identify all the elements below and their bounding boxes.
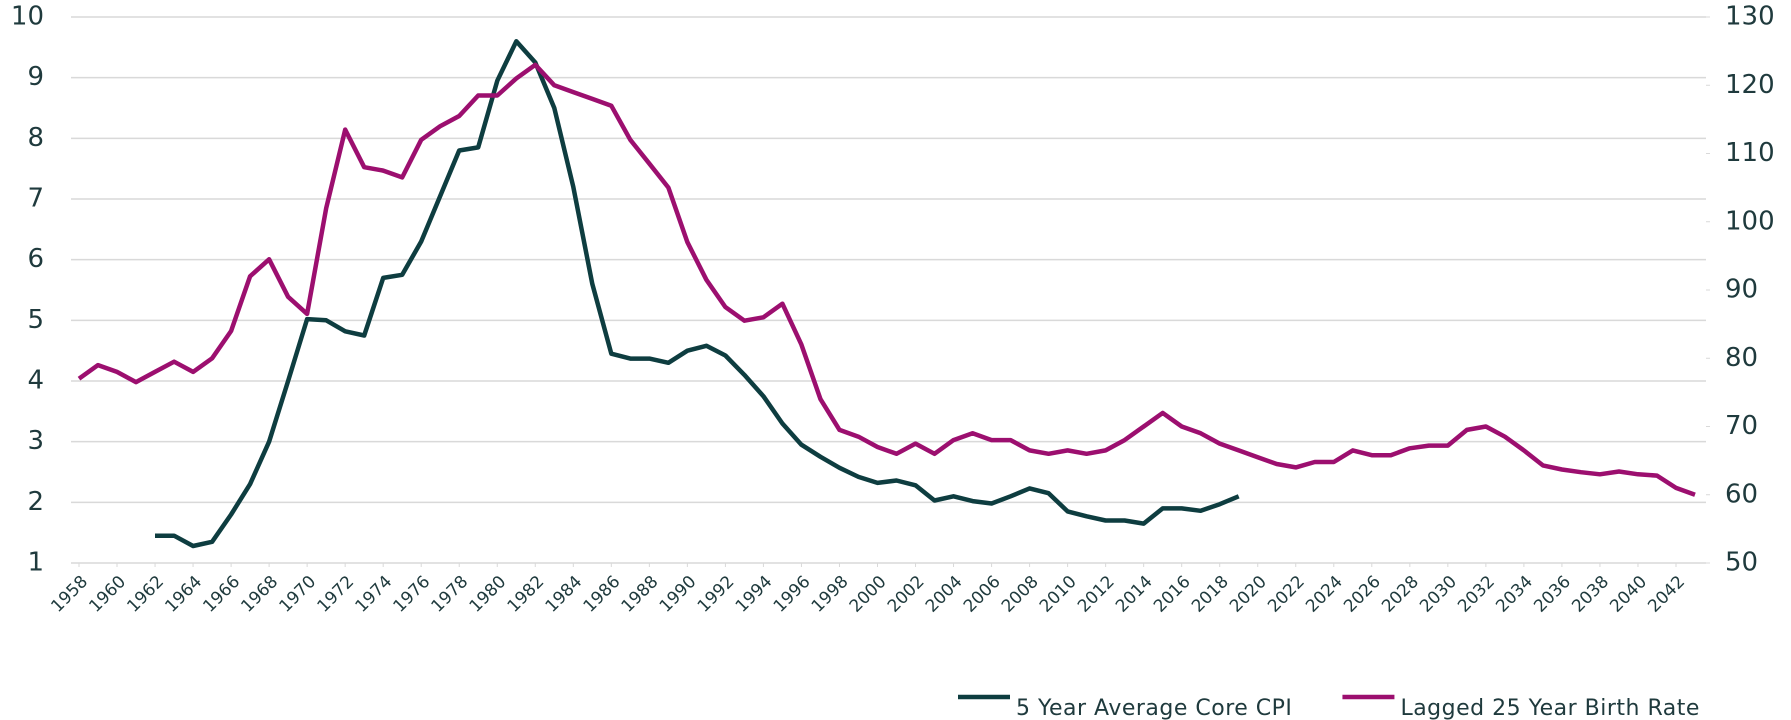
y2-tick-label: 80 — [1725, 343, 1758, 373]
x-tick-label: 2038 — [1568, 572, 1613, 617]
x-tick-label: 1984 — [542, 572, 587, 617]
x-tick-label: 2040 — [1606, 572, 1651, 617]
x-tick-label: 1980 — [466, 572, 511, 617]
x-tick-label: 2026 — [1340, 572, 1385, 617]
x-tick-label: 1974 — [352, 572, 397, 617]
x-tick-label: 1978 — [428, 572, 473, 617]
x-tick-label: 1958 — [47, 572, 92, 617]
legend-label: Lagged 25 Year Birth Rate — [1400, 696, 1699, 720]
y-tick-label: 9 — [27, 62, 44, 92]
y2-tick-label: 110 — [1725, 138, 1775, 168]
x-tick-label: 2042 — [1644, 572, 1689, 617]
x-tick-label: 1986 — [580, 572, 625, 617]
x-tick-label: 2010 — [1036, 572, 1081, 617]
x-tick-label: 1972 — [314, 572, 359, 617]
x-tick-label: 2012 — [1074, 572, 1119, 617]
y-tick-label: 5 — [27, 305, 44, 335]
x-tick-label: 2008 — [998, 572, 1043, 617]
x-tick-label: 2032 — [1454, 572, 1499, 617]
x-tick-label: 2028 — [1378, 572, 1423, 617]
x-tick-label: 2018 — [1188, 572, 1233, 617]
x-tick-label: 1970 — [275, 572, 320, 617]
x-tick-label: 1990 — [656, 572, 701, 617]
y2-tick-label: 90 — [1725, 275, 1758, 305]
y-tick-label: 4 — [27, 366, 44, 396]
y-tick-label: 10 — [11, 2, 44, 32]
x-tick-label: 1996 — [770, 572, 815, 617]
y2-tick-label: 100 — [1725, 206, 1775, 236]
x-tick-label: 2016 — [1150, 572, 1195, 617]
x-tick-label: 1968 — [237, 572, 282, 617]
y2-tick-label: 60 — [1725, 479, 1758, 509]
x-tick-label: 1988 — [618, 572, 663, 617]
y-tick-label: 3 — [27, 426, 44, 456]
y-tick-label: 2 — [27, 487, 44, 517]
x-tick-label: 2022 — [1264, 572, 1309, 617]
x-tick-label: 2002 — [884, 572, 929, 617]
y2-tick-label: 120 — [1725, 70, 1775, 100]
x-tick-label: 1998 — [808, 572, 853, 617]
x-tick-label: 1960 — [85, 572, 130, 617]
x-tick-label: 2034 — [1492, 572, 1537, 617]
x-tick-label: 1964 — [161, 572, 206, 617]
y-tick-label: 8 — [27, 123, 44, 153]
y-tick-label: 1 — [27, 548, 44, 578]
x-tick-label: 2006 — [960, 572, 1005, 617]
x-tick-label: 1976 — [390, 572, 435, 617]
x-tick-label: 1982 — [504, 572, 549, 617]
y-tick-label: 6 — [27, 244, 44, 274]
x-tick-label: 1992 — [694, 572, 739, 617]
x-tick-label: 1966 — [199, 572, 244, 617]
x-tick-label: 1962 — [123, 572, 168, 617]
x-tick-label: 2004 — [922, 572, 967, 617]
x-tick-label: 2014 — [1112, 572, 1157, 617]
y2-tick-label: 130 — [1725, 2, 1775, 32]
y2-tick-label: 50 — [1725, 548, 1758, 578]
x-tick-label: 2024 — [1302, 572, 1347, 617]
x-tick-label: 1994 — [732, 572, 777, 617]
y2-tick-label: 70 — [1725, 411, 1758, 441]
y-tick-label: 7 — [27, 184, 44, 214]
series-line — [155, 39, 1240, 549]
x-tick-label: 2030 — [1416, 572, 1461, 617]
x-tick-label: 2000 — [846, 572, 891, 617]
series-line — [77, 62, 1696, 497]
x-tick-label: 2036 — [1530, 572, 1575, 617]
x-tick-label: 2020 — [1226, 572, 1271, 617]
legend-label: 5 Year Average Core CPI — [1016, 696, 1292, 720]
